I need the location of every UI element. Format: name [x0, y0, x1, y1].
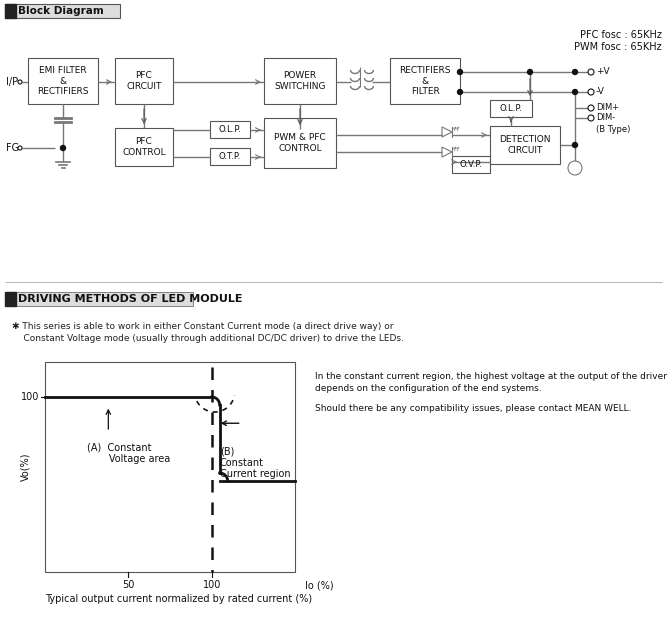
Text: -V: -V — [596, 88, 605, 97]
Bar — [264, 118, 336, 168]
Circle shape — [60, 146, 66, 151]
Circle shape — [572, 142, 578, 147]
Bar — [5, 4, 120, 18]
Text: PFC
CIRCUIT: PFC CIRCUIT — [127, 71, 161, 90]
Circle shape — [588, 89, 594, 95]
Text: 100: 100 — [21, 392, 39, 402]
Circle shape — [588, 105, 594, 111]
Text: FG: FG — [6, 143, 19, 153]
Circle shape — [18, 146, 22, 150]
Text: PFC fosc : 65KHz: PFC fosc : 65KHz — [580, 30, 662, 40]
Text: DRIVING METHODS OF LED MODULE: DRIVING METHODS OF LED MODULE — [18, 294, 243, 304]
Text: EMI FILTER
&
RECTIFIERS: EMI FILTER & RECTIFIERS — [38, 66, 88, 96]
Bar — [115, 128, 173, 166]
Circle shape — [458, 69, 462, 74]
Bar — [490, 100, 532, 117]
Text: depends on the configuration of the end systems.: depends on the configuration of the end … — [315, 384, 541, 393]
Bar — [45, 362, 295, 572]
Text: DETECTION
CIRCUIT: DETECTION CIRCUIT — [499, 135, 551, 154]
Text: (B)
Constant
Current region: (B) Constant Current region — [220, 446, 291, 479]
Text: DIM-: DIM- — [596, 113, 615, 122]
Bar — [5, 4, 16, 18]
Circle shape — [572, 90, 578, 94]
Bar — [5, 292, 193, 306]
Bar — [210, 121, 250, 138]
Bar — [210, 148, 250, 165]
Text: O.V.P.: O.V.P. — [460, 160, 482, 169]
Bar — [28, 58, 98, 104]
Circle shape — [588, 69, 594, 75]
Text: O.L.P.: O.L.P. — [500, 104, 523, 113]
Text: RECTIFIERS
&
FILTER: RECTIFIERS & FILTER — [399, 66, 451, 96]
Text: PFC
CONTROL: PFC CONTROL — [122, 137, 165, 156]
Bar — [5, 292, 16, 306]
Text: PWM & PFC
CONTROL: PWM & PFC CONTROL — [274, 133, 326, 153]
Text: Vo(%): Vo(%) — [20, 453, 30, 481]
Text: I/P: I/P — [6, 77, 18, 87]
Circle shape — [572, 69, 578, 74]
Bar — [264, 58, 336, 104]
Text: POWER
SWITCHING: POWER SWITCHING — [274, 71, 326, 90]
Text: 50: 50 — [122, 580, 135, 590]
Text: PWM fosc : 65KHz: PWM fosc : 65KHz — [574, 42, 662, 52]
Text: Typical output current normalized by rated current (%): Typical output current normalized by rat… — [45, 594, 312, 604]
Text: 100: 100 — [202, 580, 221, 590]
Bar — [115, 58, 173, 104]
Text: (A)  Constant
       Voltage area: (A) Constant Voltage area — [86, 442, 170, 464]
Circle shape — [18, 80, 22, 84]
Text: O.L.P.: O.L.P. — [218, 125, 241, 134]
Text: In the constant current region, the highest voltage at the output of the driver: In the constant current region, the high… — [315, 372, 667, 381]
Text: (B Type): (B Type) — [596, 124, 630, 133]
Circle shape — [458, 90, 462, 94]
Text: Should there be any compatibility issues, please contact MEAN WELL.: Should there be any compatibility issues… — [315, 404, 632, 413]
Bar — [490, 126, 560, 164]
Text: Block Diagram: Block Diagram — [18, 6, 104, 16]
Circle shape — [568, 161, 582, 175]
Text: DIM+: DIM+ — [596, 103, 619, 113]
Text: Constant Voltage mode (usually through additional DC/DC driver) to drive the LED: Constant Voltage mode (usually through a… — [12, 334, 404, 343]
Bar — [452, 156, 490, 173]
Bar — [390, 58, 460, 104]
Circle shape — [588, 115, 594, 121]
Text: O.T.P.: O.T.P. — [219, 152, 241, 161]
Text: +V: +V — [596, 67, 610, 76]
Circle shape — [527, 69, 533, 74]
Text: Io (%): Io (%) — [305, 580, 334, 590]
Text: ✱ This series is able to work in either Constant Current mode (a direct drive wa: ✱ This series is able to work in either … — [12, 322, 393, 331]
